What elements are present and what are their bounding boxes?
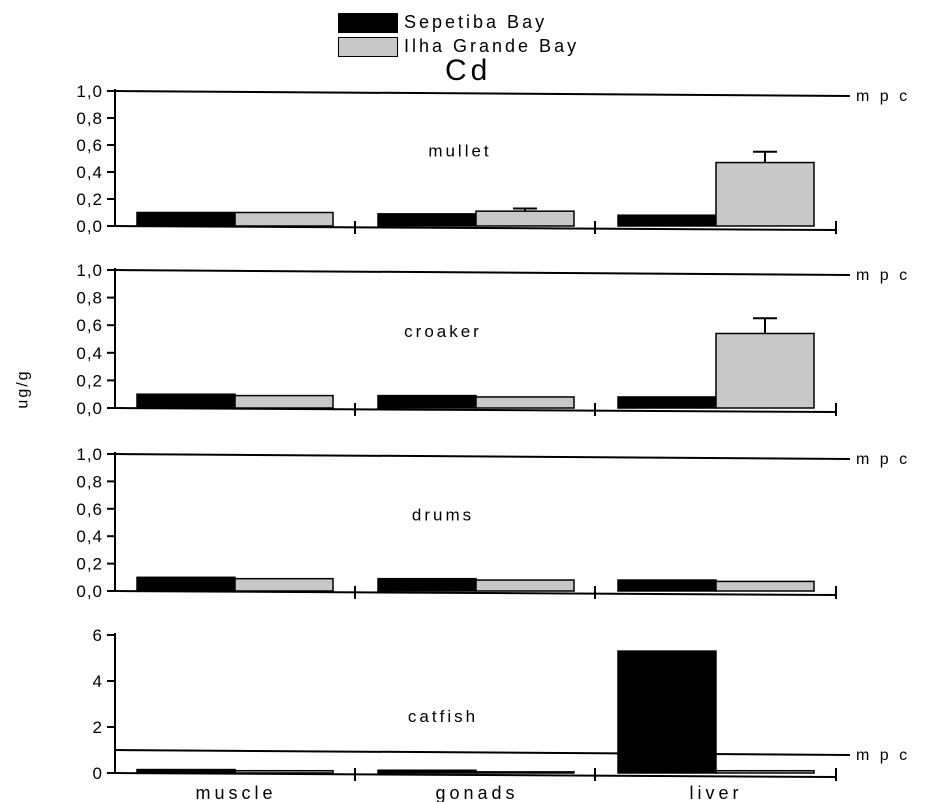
x-axis-line bbox=[114, 225, 837, 231]
bar bbox=[475, 579, 575, 592]
panel-label-drums: drums bbox=[412, 506, 474, 525]
y-tick-label: 0,6 bbox=[76, 500, 103, 519]
y-tick-label: 1,0 bbox=[76, 261, 103, 280]
chart-title: Cd bbox=[445, 54, 492, 87]
bar bbox=[234, 211, 334, 227]
y-tick-label: 0,4 bbox=[76, 344, 103, 363]
y-tick-label: 0,2 bbox=[76, 371, 103, 390]
y-tick-label: 0,8 bbox=[76, 109, 103, 128]
x-category-label: muscle bbox=[195, 783, 276, 802]
bar bbox=[715, 332, 815, 409]
bar bbox=[377, 394, 477, 409]
panel-label-catfish: catfish bbox=[408, 707, 478, 726]
bar bbox=[377, 769, 477, 774]
mpc-reference-line bbox=[114, 269, 851, 276]
bar bbox=[234, 769, 334, 774]
bar bbox=[136, 393, 236, 409]
bar bbox=[715, 580, 815, 592]
mpc-label: m p c bbox=[856, 747, 910, 764]
y-tick-label: 0,6 bbox=[76, 136, 103, 155]
y-tick-label: 0,0 bbox=[76, 399, 103, 418]
y-tick-label: 0,8 bbox=[76, 289, 103, 308]
y-tick-label: 0,0 bbox=[76, 217, 103, 236]
x-axis-line bbox=[114, 590, 837, 596]
mpc-label: m p c bbox=[856, 88, 910, 105]
mpc-label: m p c bbox=[856, 451, 910, 468]
y-tick-label: 2 bbox=[93, 718, 103, 737]
bar bbox=[617, 579, 717, 592]
bar bbox=[377, 213, 477, 227]
panel-label-mullet: mullet bbox=[428, 142, 491, 161]
y-tick-label: 6 bbox=[93, 626, 103, 645]
mpc-reference-line bbox=[114, 453, 851, 460]
mpc-reference-line bbox=[114, 90, 851, 97]
y-tick-label: 0,2 bbox=[76, 555, 103, 574]
x-category-label: gonads bbox=[435, 783, 518, 802]
y-tick-label: 0,6 bbox=[76, 316, 103, 335]
x-axis-line bbox=[114, 772, 837, 778]
bar bbox=[136, 211, 236, 227]
bar bbox=[377, 577, 477, 592]
bar bbox=[617, 396, 717, 409]
legend-swatch-ilha-grande bbox=[338, 37, 398, 57]
bar bbox=[136, 576, 236, 592]
bar bbox=[475, 771, 575, 774]
panel-label-croaker: croaker bbox=[404, 322, 482, 341]
y-tick-label: 0,4 bbox=[76, 163, 103, 182]
y-tick-label: 0 bbox=[93, 764, 103, 783]
y-tick-label: 0,8 bbox=[76, 472, 103, 491]
mpc-reference-line bbox=[114, 749, 851, 756]
y-tick-label: 0,0 bbox=[76, 582, 103, 601]
y-tick-label: 0,2 bbox=[76, 190, 103, 209]
bar bbox=[715, 161, 815, 227]
bar bbox=[715, 769, 815, 774]
y-tick-label: 4 bbox=[93, 672, 103, 691]
y-tick-label: 1,0 bbox=[76, 82, 103, 101]
legend-label-sepetiba: Sepetiba Bay bbox=[404, 12, 548, 32]
bar bbox=[475, 210, 575, 227]
bar bbox=[617, 650, 717, 774]
x-axis-line bbox=[114, 407, 837, 413]
mpc-label: m p c bbox=[856, 267, 910, 284]
bar bbox=[234, 577, 334, 592]
y-tick-label: 0,4 bbox=[76, 527, 103, 546]
bar bbox=[475, 396, 575, 409]
bar bbox=[234, 394, 334, 409]
bar bbox=[617, 214, 717, 227]
y-tick-label: 1,0 bbox=[76, 445, 103, 464]
x-category-label: liver bbox=[689, 783, 742, 802]
legend-label-ilha-grande: Ilha Grande Bay bbox=[404, 36, 580, 56]
legend-swatch-sepetiba bbox=[338, 13, 398, 33]
